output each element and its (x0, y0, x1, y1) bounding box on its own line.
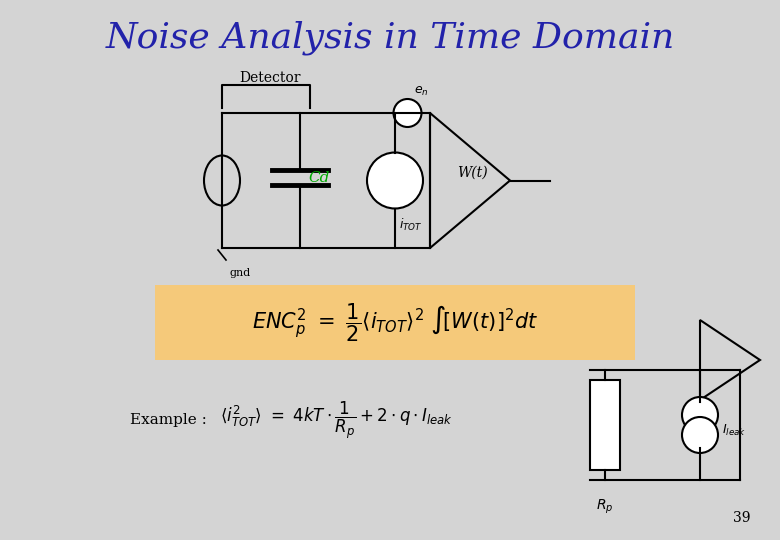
Ellipse shape (682, 397, 718, 433)
Text: $R_p$: $R_p$ (596, 498, 614, 516)
Text: Noise Analysis in Time Domain: Noise Analysis in Time Domain (105, 21, 675, 55)
Text: Example :: Example : (130, 413, 207, 427)
Ellipse shape (393, 99, 421, 127)
Ellipse shape (682, 417, 718, 453)
Ellipse shape (367, 152, 423, 208)
Text: W(t): W(t) (456, 165, 488, 179)
Text: $e_n$: $e_n$ (413, 84, 428, 98)
Text: $\langle i^2_{TOT} \rangle \ = \ 4kT \cdot \dfrac{1}{R_p} + 2 \cdot q \cdot I_{l: $\langle i^2_{TOT} \rangle \ = \ 4kT \cd… (220, 399, 453, 441)
Text: $I_{leak}$: $I_{leak}$ (722, 422, 746, 437)
Text: $i_{TOT}$: $i_{TOT}$ (399, 217, 423, 233)
Text: $ENC_p^2 \ = \ \dfrac{1}{2} \langle i_{TOT} \rangle^2 \ \int\!\left[W(t)\right]^: $ENC_p^2 \ = \ \dfrac{1}{2} \langle i_{T… (252, 301, 538, 344)
Text: 39: 39 (732, 511, 750, 525)
FancyBboxPatch shape (155, 285, 635, 360)
Text: gnd: gnd (230, 268, 251, 278)
Text: Detector: Detector (239, 71, 301, 85)
Text: Cd: Cd (308, 171, 329, 185)
Bar (590, 380, 620, 470)
